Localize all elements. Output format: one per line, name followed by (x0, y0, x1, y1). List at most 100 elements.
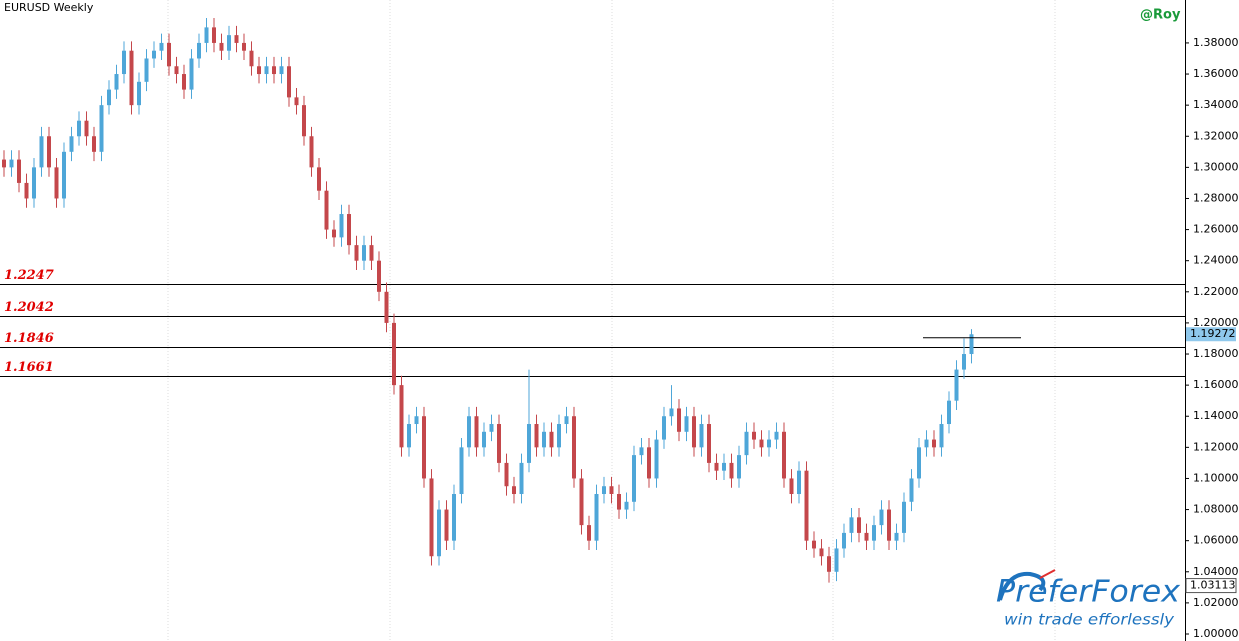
y-tick-label: 1.30000 (1193, 160, 1239, 173)
candle-body (759, 439, 764, 448)
candle-body (962, 354, 966, 370)
candle-body (932, 439, 936, 448)
candle-body (92, 136, 96, 152)
candle-body (279, 66, 284, 75)
candle-body (722, 462, 726, 471)
candle-body (519, 462, 524, 495)
candle-body (819, 548, 824, 557)
y-tick-label: 1.10000 (1193, 471, 1239, 484)
candle-body (662, 416, 666, 440)
candle-body (692, 416, 696, 448)
candle-body (729, 462, 734, 479)
candle-body (339, 214, 344, 238)
candle-body (684, 416, 689, 432)
candle-body (872, 525, 876, 541)
candle-body (287, 66, 291, 98)
candle-body (77, 120, 81, 137)
candle-body (437, 509, 441, 557)
candle-body (422, 416, 426, 479)
candle-body (47, 136, 51, 168)
y-tick-label: 1.32000 (1193, 129, 1239, 142)
candle-body (767, 439, 771, 448)
level-label: 1.1846 (4, 331, 54, 346)
y-tick-label: 1.28000 (1193, 191, 1239, 204)
level-label: 1.2247 (4, 268, 54, 283)
candle-body (317, 167, 321, 191)
candle-body (864, 532, 869, 541)
candle-body (609, 486, 614, 495)
candle-body (587, 525, 591, 541)
candle-body (17, 159, 21, 183)
candle-body (909, 478, 914, 502)
candle-body (407, 424, 411, 448)
y-tick-label: 1.18000 (1193, 347, 1239, 360)
candle-body (639, 447, 644, 456)
y-tick-label: 1.16000 (1193, 378, 1239, 391)
candle-body (362, 245, 366, 261)
candle-body (99, 105, 104, 152)
candle-body (114, 74, 119, 90)
candle-body (137, 81, 141, 106)
candle-body (887, 509, 891, 541)
candle-body (152, 50, 156, 59)
candle-body (227, 35, 231, 51)
candle-body (32, 167, 36, 199)
candle-body (557, 424, 561, 448)
candle-body (797, 470, 801, 495)
y-tick-label: 1.36000 (1193, 67, 1239, 80)
candle-body (504, 462, 509, 487)
candle-body (489, 424, 494, 432)
candle-body (594, 494, 599, 541)
y-tick-label: 1.04000 (1193, 565, 1239, 578)
candle-body (212, 27, 216, 43)
candle-body (917, 447, 921, 479)
candle-body (947, 400, 951, 425)
candle-body (902, 501, 906, 533)
candle-body (512, 486, 516, 495)
candle-body (647, 447, 651, 479)
candle-body (572, 416, 576, 479)
candle-body (482, 431, 486, 448)
candle-body (467, 416, 471, 448)
candle-body (354, 245, 359, 261)
level-label: 1.1661 (4, 360, 54, 375)
candle-body (369, 245, 374, 261)
candle-body (834, 548, 839, 572)
candle-body (24, 182, 29, 199)
candle-body (744, 431, 749, 456)
candle-body (752, 431, 756, 440)
candle-body (129, 50, 134, 106)
candle-body (602, 486, 606, 495)
candle-body (54, 167, 59, 199)
candle-body (332, 229, 336, 238)
candle-body (234, 35, 239, 43)
candle-body (812, 540, 816, 549)
candle-body (39, 136, 44, 168)
candle-body (534, 424, 539, 448)
candle-body (249, 50, 254, 67)
candle-body (272, 66, 276, 75)
candle-body (842, 532, 846, 549)
candle-body (197, 42, 201, 59)
candle-body (399, 385, 404, 448)
y-tick-label: 1.26000 (1193, 223, 1239, 236)
candle-body (527, 424, 531, 463)
candle-body (182, 74, 186, 90)
candle-body (737, 455, 741, 479)
candle-body (939, 424, 944, 448)
candle-body (62, 151, 66, 199)
candle-body (347, 214, 351, 246)
low-price-tag: 1.03113 (1190, 579, 1236, 592)
candle-body (707, 424, 711, 463)
candle-body (144, 58, 149, 82)
logo-tagline: win trade efforlessly (1004, 611, 1175, 629)
candle-body (579, 478, 584, 526)
candle-body (107, 89, 111, 106)
candle-body (414, 416, 419, 425)
candle-body (542, 431, 546, 448)
candle-body (2, 159, 6, 168)
candle-body (624, 501, 629, 510)
candle-body (654, 439, 659, 479)
candle-body (849, 517, 854, 533)
